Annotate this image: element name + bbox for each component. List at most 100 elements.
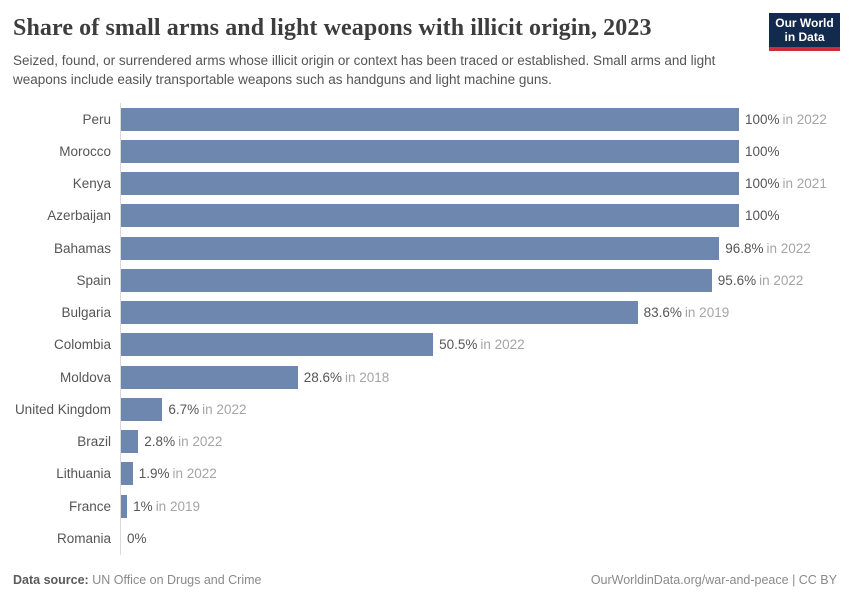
bar-row: France 1% in 2019	[10, 490, 840, 523]
bar-track: 1% in 2019	[120, 490, 840, 523]
bar-row: Azerbaijan 100%	[10, 199, 840, 232]
bar	[121, 268, 712, 292]
bar-track: 6.7% in 2022	[120, 393, 840, 426]
value-year-note: in 2022	[782, 111, 827, 127]
value-label: 50.5% in 2022	[439, 337, 525, 352]
bar	[121, 365, 298, 389]
country-label: France	[68, 498, 111, 514]
value-year-note: in 2022	[480, 337, 525, 353]
bar-rows: Peru 100% in 2022 Morocco 100% Kenya 100% in 20…	[10, 103, 840, 555]
bar-track: 100% in 2022	[120, 103, 840, 136]
data-source: Data source: UN Office on Drugs and Crim…	[13, 573, 261, 587]
bar-row: Romania 0%	[10, 522, 840, 555]
owid-logo-line2: in Data	[784, 30, 825, 44]
country-label: Bulgaria	[61, 305, 111, 321]
country-label: Azerbaijan	[47, 208, 111, 224]
bar-row: Peru 100% in 2022	[10, 103, 840, 136]
country-label: Kenya	[72, 176, 111, 192]
bar-track: 96.8% in 2022	[120, 232, 840, 265]
data-source-value: UN Office on Drugs and Crime	[88, 573, 262, 587]
country-label: Lithuania	[56, 466, 111, 482]
bar	[121, 301, 638, 325]
value-year-note: in 2022	[766, 240, 811, 256]
value-label: 100%	[745, 208, 780, 223]
country-label: Bahamas	[53, 240, 111, 256]
bar	[121, 139, 739, 163]
bar	[121, 333, 434, 357]
bar-track: 100%	[120, 199, 840, 232]
bar-track: 95.6% in 2022	[120, 264, 840, 297]
value-label: 95.6% in 2022	[718, 273, 804, 288]
bar-row: Lithuania 1.9% in 2022	[10, 457, 840, 490]
bar-row: Bulgaria 83.6% in 2019	[10, 296, 840, 329]
bar-row: Brazil 2.8% in 2022	[10, 425, 840, 458]
bar	[121, 397, 163, 421]
bar-row: Colombia 50.5% in 2022	[10, 328, 840, 361]
value-year-note: in 2022	[178, 434, 223, 450]
country-label: Colombia	[53, 337, 111, 353]
bar-chart: Peru 100% in 2022 Morocco 100% Kenya 100% in 20…	[10, 103, 840, 555]
bar-track: 28.6% in 2018	[120, 361, 840, 394]
bar-row: Kenya 100% in 2021	[10, 167, 840, 200]
owid-logo-line1: Our World	[775, 15, 834, 30]
credit-link[interactable]: OurWorldinData.org/war-and-peace | CC BY	[590, 573, 837, 587]
value-label: 1.9% in 2022	[139, 466, 217, 481]
bar	[121, 204, 739, 228]
value-number: 1%	[133, 498, 153, 514]
bar	[121, 430, 139, 454]
value-label: 100% in 2022	[745, 112, 827, 127]
value-number: 100%	[745, 208, 780, 224]
value-label: 2.8% in 2022	[144, 434, 222, 449]
value-number: 96.8%	[725, 240, 764, 256]
bar-track: 0%	[120, 522, 840, 555]
value-number: 0%	[127, 530, 147, 546]
bar	[121, 462, 133, 486]
value-year-note: in 2022	[172, 466, 217, 482]
value-label: 6.7% in 2022	[168, 402, 246, 417]
value-label: 83.6% in 2019	[644, 305, 730, 320]
bar	[121, 236, 720, 260]
value-year-note: in 2019	[684, 305, 730, 321]
value-number: 100%	[745, 176, 780, 192]
value-label: 1% in 2019	[133, 499, 200, 514]
value-year-note: in 2018	[345, 369, 390, 385]
value-label: 0%	[127, 531, 147, 546]
country-label: Morocco	[59, 143, 111, 159]
value-number: 83.6%	[643, 305, 682, 321]
country-label: Peru	[82, 111, 111, 127]
value-year-note: in 2022	[202, 401, 247, 417]
value-number: 2.8%	[144, 434, 176, 450]
bar-row: United Kingdom 6.7% in 2022	[10, 393, 840, 426]
value-number: 95.6%	[717, 272, 757, 288]
bar	[121, 172, 739, 196]
bar-row: Moldova 28.6% in 2018	[10, 361, 840, 394]
bar-row: Morocco 100%	[10, 135, 840, 168]
country-label: Brazil	[77, 434, 111, 450]
value-label: 100% in 2021	[745, 176, 827, 191]
bar-track: 50.5% in 2022	[120, 328, 840, 361]
value-number: 28.6%	[303, 369, 343, 385]
bar-track: 83.6% in 2019	[120, 296, 840, 329]
bar-track: 100%	[120, 135, 840, 168]
value-number: 6.7%	[168, 401, 200, 417]
chart-footer: Data source: UN Office on Drugs and Crim…	[13, 573, 837, 587]
value-label: 100%	[745, 144, 780, 159]
bar-track: 100% in 2021	[120, 167, 840, 200]
value-year-note: in 2022	[759, 272, 804, 288]
country-label: Spain	[76, 272, 111, 288]
bar-track: 2.8% in 2022	[120, 425, 840, 458]
value-label: 96.8% in 2022	[725, 241, 811, 256]
bar-row: Spain 95.6% in 2022	[10, 264, 840, 297]
country-label: United Kingdom	[14, 401, 111, 417]
owid-logo[interactable]: Our World in Data	[769, 13, 840, 51]
value-label: 28.6% in 2018	[304, 370, 390, 385]
country-label: Moldova	[59, 369, 111, 385]
chart-subtitle: Seized, found, or surrendered arms whose…	[13, 53, 716, 87]
value-number: 100%	[745, 143, 780, 159]
chart-title: Share of small arms and light weapons wi…	[13, 15, 652, 41]
value-number: 100%	[745, 111, 780, 127]
value-number: 1.9%	[138, 466, 170, 482]
bar-track: 1.9% in 2022	[120, 457, 840, 490]
bar-row: Bahamas 96.8% in 2022	[10, 232, 840, 265]
